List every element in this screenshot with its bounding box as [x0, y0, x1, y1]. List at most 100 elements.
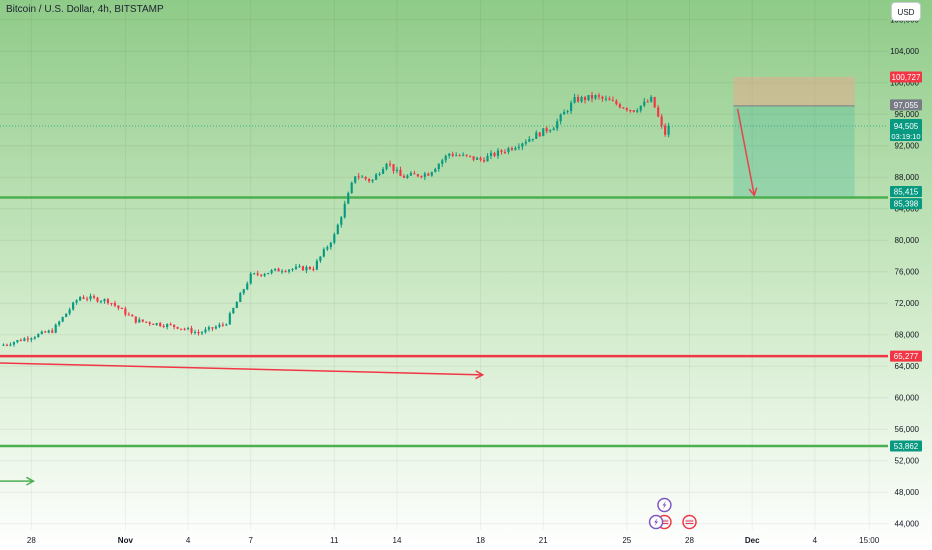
candle — [294, 263, 298, 270]
arrow[interactable] — [736, 108, 758, 197]
candle — [552, 126, 555, 131]
arrow-line[interactable] — [736, 108, 756, 196]
price-tick-label: 80,000 — [895, 236, 920, 245]
price-label-text: 97,055 — [894, 101, 919, 110]
candle-body — [583, 97, 587, 101]
arrows[interactable] — [0, 108, 758, 486]
candle-body — [489, 152, 493, 156]
arrow[interactable] — [0, 476, 35, 486]
candle — [214, 325, 217, 330]
event-markers[interactable] — [648, 497, 697, 530]
lightning-icon[interactable] — [657, 497, 672, 513]
arrow[interactable] — [0, 362, 485, 380]
candle-body — [326, 247, 329, 250]
candle-body — [75, 300, 78, 303]
candle — [545, 126, 548, 134]
candle-body — [354, 176, 357, 183]
candle — [622, 106, 625, 109]
candle-body — [653, 96, 656, 108]
stop-loss-zone[interactable] — [733, 76, 855, 106]
candle — [573, 93, 576, 104]
candle-body — [378, 173, 381, 175]
candle-body — [611, 100, 614, 102]
time-tick-label: 28 — [685, 536, 694, 545]
candle-body — [134, 316, 137, 323]
candle — [169, 322, 172, 326]
candle — [608, 96, 611, 101]
candle-body — [482, 159, 486, 162]
candle — [507, 146, 510, 155]
candle — [72, 301, 75, 311]
candle — [176, 326, 179, 330]
arrow-head[interactable] — [475, 370, 485, 380]
candle — [298, 263, 301, 268]
horizontal-lines[interactable] — [0, 196, 888, 448]
candle — [476, 156, 479, 160]
candle-body — [340, 217, 343, 225]
us-flag-icon[interactable] — [682, 514, 697, 530]
lightning-flag-icon[interactable] — [648, 514, 664, 530]
candle — [441, 158, 444, 167]
candle-body — [186, 328, 190, 330]
candle-body — [437, 163, 440, 169]
candle — [312, 266, 315, 272]
candle — [650, 95, 653, 103]
candle — [409, 171, 412, 177]
candle — [667, 122, 670, 138]
candle — [96, 296, 99, 303]
take-profit-zone[interactable] — [733, 105, 855, 198]
price-label-bg — [890, 186, 922, 198]
candle-body — [5, 344, 9, 346]
candle — [145, 321, 148, 324]
candle-body — [629, 110, 632, 112]
candle-body — [409, 173, 412, 176]
candle-body — [298, 266, 301, 268]
candle — [134, 316, 137, 324]
price-axis[interactable]: 44,000 48,000 52,000 56,000 60,000 64,000 68,0… — [888, 0, 932, 550]
candle-body — [183, 328, 186, 330]
candle-body — [507, 148, 510, 153]
arrow-head[interactable] — [748, 187, 758, 197]
candle — [336, 223, 339, 235]
candle — [82, 295, 85, 300]
candle — [632, 109, 635, 113]
candle-body — [479, 157, 482, 160]
candle — [503, 149, 507, 155]
candle-body — [399, 169, 402, 177]
time-axis[interactable]: 28 Nov 4 7 11 14 18 21 25 28 Dec 4 15:00 — [27, 536, 880, 545]
price-tick-label: 92,000 — [895, 142, 920, 151]
candle — [357, 173, 360, 180]
candle — [19, 338, 22, 342]
candle — [465, 154, 468, 158]
time-tick-label: 18 — [476, 536, 485, 545]
candle-body — [103, 299, 106, 302]
candle — [270, 268, 273, 275]
currency-button[interactable]: USD — [891, 2, 921, 21]
candle — [570, 100, 573, 114]
candle-body — [535, 132, 538, 139]
candle-body — [622, 107, 625, 109]
candle — [639, 105, 642, 113]
position-zones[interactable] — [733, 76, 855, 198]
candle — [228, 311, 231, 325]
arrow-head[interactable] — [26, 476, 35, 486]
candle-body — [364, 176, 367, 179]
candle-body — [267, 272, 270, 275]
candle — [590, 91, 594, 103]
candle — [12, 341, 16, 347]
candle-body — [402, 176, 406, 178]
candle-body — [287, 269, 291, 272]
candle-body — [486, 155, 489, 162]
candle-body — [26, 338, 29, 340]
candle-body — [573, 96, 576, 103]
candle-body — [68, 309, 71, 314]
candle — [9, 342, 12, 347]
arrow-line[interactable] — [0, 362, 483, 376]
candle — [479, 156, 482, 162]
candle-body — [294, 266, 298, 269]
candle — [510, 146, 513, 152]
candle — [423, 171, 426, 181]
candle — [308, 265, 312, 270]
time-tick-label: 4 — [186, 536, 191, 545]
